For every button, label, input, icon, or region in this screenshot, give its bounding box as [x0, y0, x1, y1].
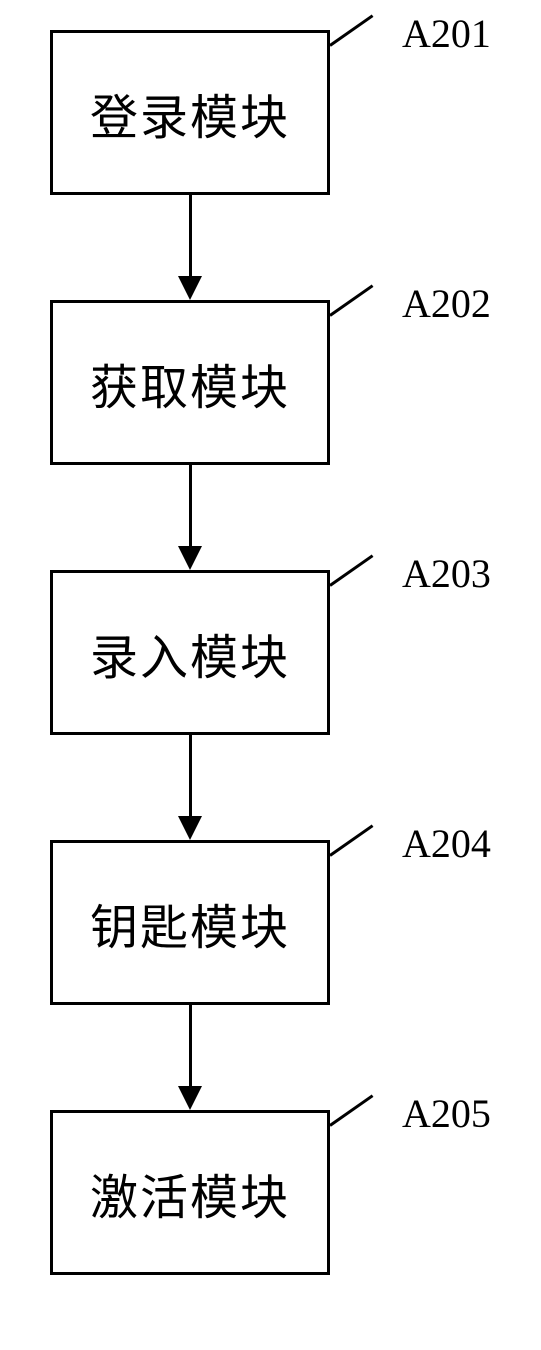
tag-line-n1	[329, 14, 373, 46]
tag-line-n5	[329, 1094, 373, 1126]
tag-line-n2	[329, 284, 373, 316]
arrow-head-n2-n3	[178, 546, 202, 570]
flow-node-n5: 激活模块	[50, 1110, 330, 1275]
arrow-head-n1-n2	[178, 276, 202, 300]
tag-label-n3: A203	[402, 550, 491, 597]
flow-node-n3: 录入模块	[50, 570, 330, 735]
flowchart-canvas: 登录模块 A201 获取模块 A202 录入模块 A203 钥匙模块 A204 激活模块 A205	[0, 0, 541, 1350]
tag-label-n4: A204	[402, 820, 491, 867]
arrow-shaft-n2-n3	[189, 465, 192, 546]
tag-label-n1: A201	[402, 10, 491, 57]
arrow-shaft-n1-n2	[189, 195, 192, 276]
arrow-head-n3-n4	[178, 816, 202, 840]
tag-line-n3	[329, 554, 373, 586]
flow-node-n1: 登录模块	[50, 30, 330, 195]
arrow-shaft-n3-n4	[189, 735, 192, 816]
arrow-head-n4-n5	[178, 1086, 202, 1110]
tag-line-n4	[329, 824, 373, 856]
flow-node-n4: 钥匙模块	[50, 840, 330, 1005]
flow-node-n2: 获取模块	[50, 300, 330, 465]
tag-label-n5: A205	[402, 1090, 491, 1137]
tag-label-n2: A202	[402, 280, 491, 327]
arrow-shaft-n4-n5	[189, 1005, 192, 1086]
